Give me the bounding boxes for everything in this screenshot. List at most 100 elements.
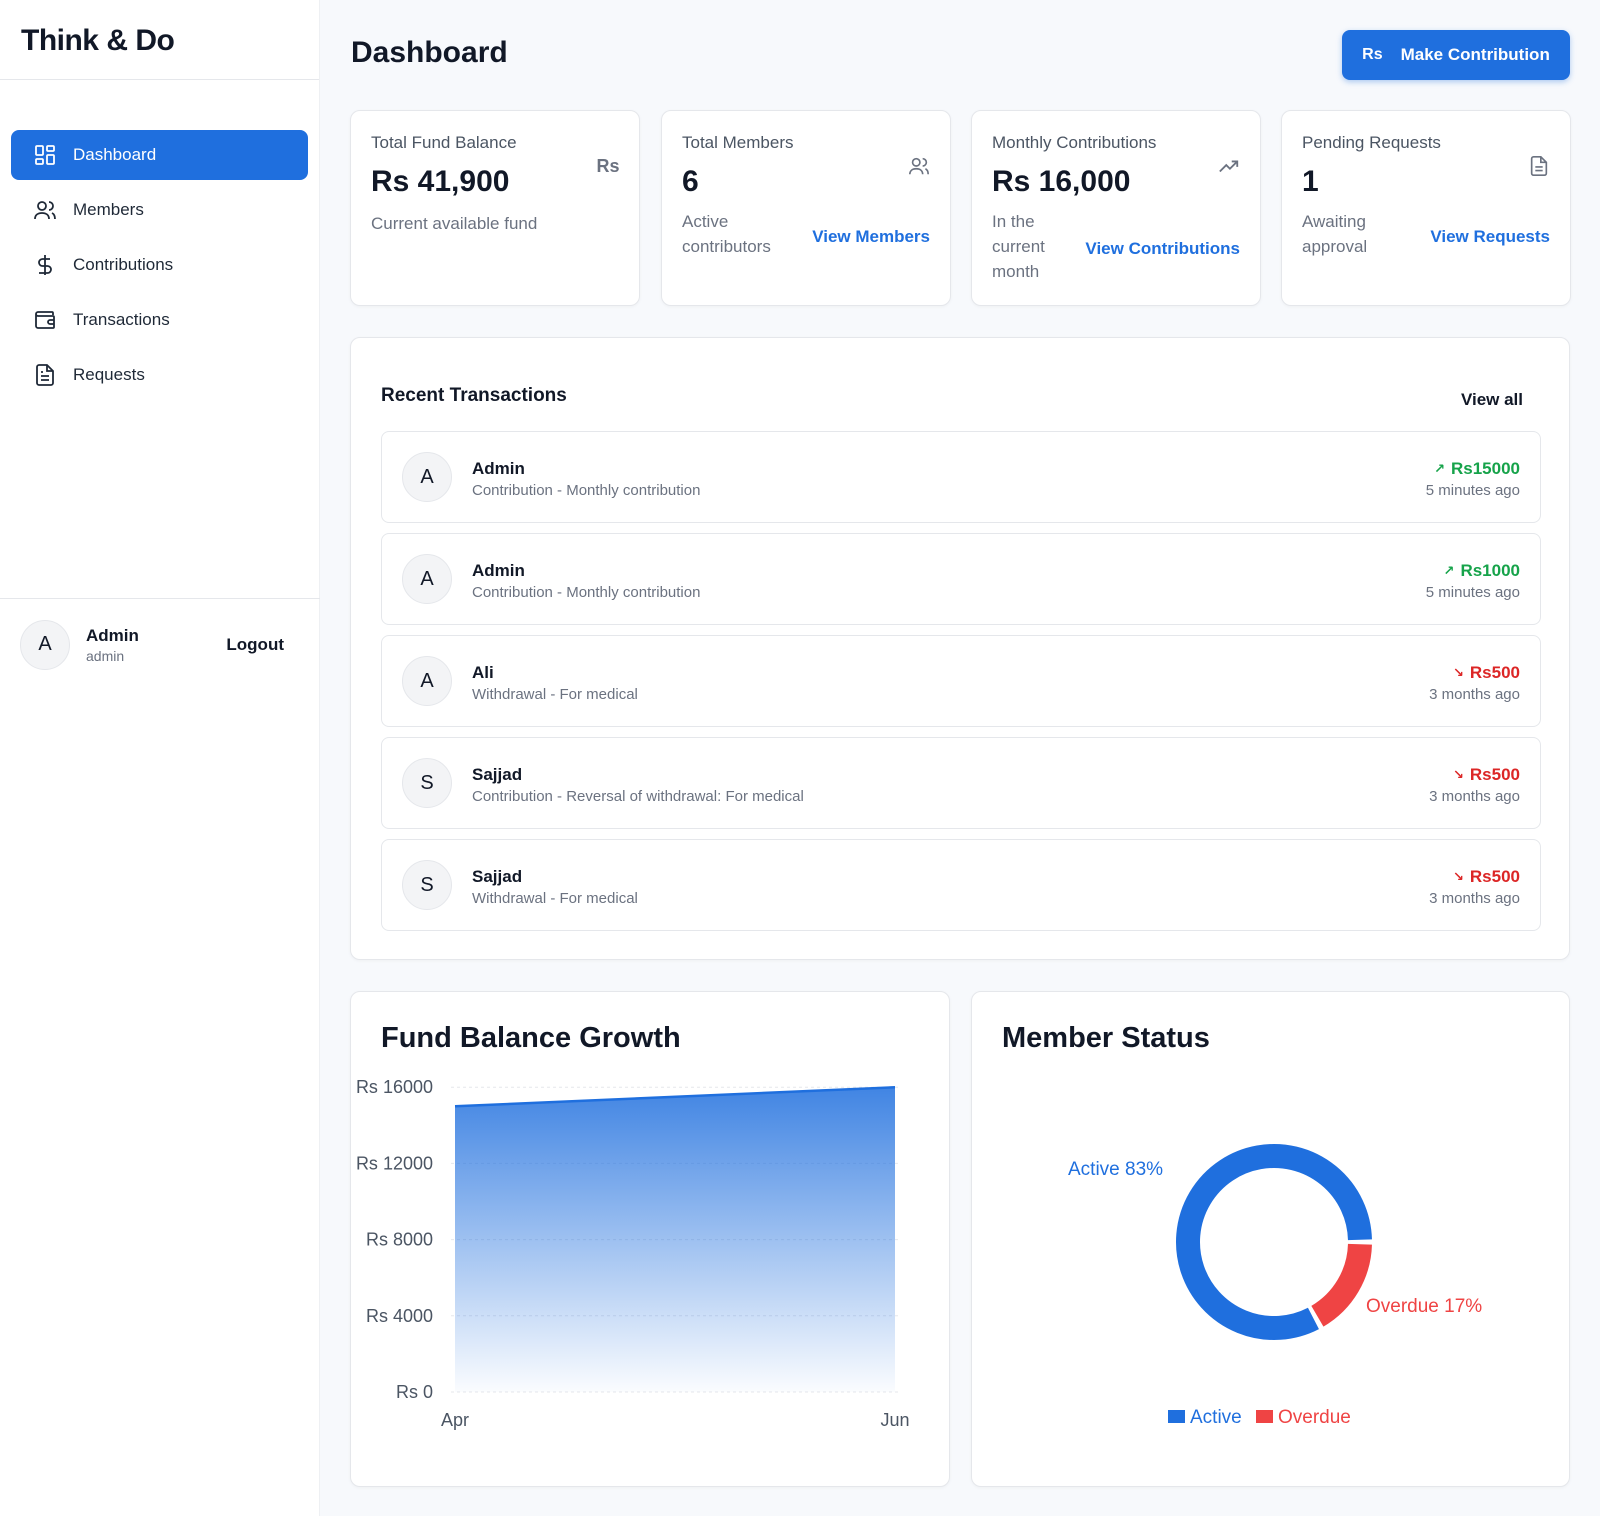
stat-desc-line: contributors: [682, 237, 771, 256]
x-tick-label: Apr: [441, 1410, 469, 1430]
stat-value: 6: [682, 165, 699, 198]
sidebar-item-contributions[interactable]: Contributions: [11, 240, 308, 290]
fund-balance-chart-card: Fund Balance Growth Rs 0 Rs 4000 Rs 8000 Rs…: [350, 991, 950, 1487]
user-panel: A Admin admin Logout: [0, 598, 320, 690]
wallet-icon: [35, 311, 55, 329]
transaction-row[interactable]: S Sajjad Withdrawal - For medical ↘ Rs500…: [381, 839, 1541, 931]
stat-label: Pending Requests: [1302, 133, 1441, 152]
stat-desc-line: Active: [682, 212, 729, 231]
transaction-desc: Withdrawal - For medical: [472, 686, 638, 703]
legend-swatch: [1168, 1410, 1185, 1423]
make-contribution-label: Make Contribution: [1400, 45, 1550, 64]
avatar[interactable]: A: [20, 619, 70, 670]
stat-desc-line: current: [992, 237, 1045, 256]
rupee-icon: Rs: [596, 155, 620, 176]
make-contribution-button[interactable]: Rs Make Contribution: [1342, 30, 1570, 80]
transaction-desc: Contribution - Monthly contribution: [472, 584, 701, 601]
page-title: Dashboard: [351, 36, 508, 69]
label-active: Active 83%: [1068, 1159, 1163, 1180]
sidebar-nav: Dashboard Members Contributions Transact…: [0, 80, 319, 400]
stat-desc-line: approval: [1302, 237, 1368, 256]
area-chart: Rs 0 Rs 4000 Rs 8000 Rs 12000 Rs 16000 Apr Jun: [356, 1077, 910, 1430]
amount-value: Rs1000: [1460, 561, 1520, 580]
transaction-name: Admin: [472, 459, 525, 478]
amount-value: Rs500: [1469, 867, 1520, 886]
sidebar-item-label: Transactions: [73, 310, 170, 329]
view-requests-link[interactable]: View Requests: [1430, 227, 1550, 246]
transaction-amount: ↗ Rs1000: [1444, 561, 1520, 581]
users-icon: [34, 201, 56, 220]
stat-card-monthly-contributions: Monthly Contributions Rs 16,000 In the c…: [971, 110, 1261, 306]
stat-value: Rs 16,000: [992, 165, 1131, 198]
transaction-desc: Withdrawal - For medical: [472, 890, 638, 907]
transaction-amount: ↘ Rs500: [1453, 867, 1520, 887]
user-name: Admin: [86, 625, 139, 645]
transaction-name: Admin: [472, 561, 525, 580]
document-icon: [1530, 156, 1548, 176]
sidebar-item-label: Members: [73, 200, 144, 219]
y-tick-label: Rs 0: [396, 1382, 433, 1402]
slice-overdue: [1310, 1243, 1372, 1327]
avatar: A: [402, 554, 452, 604]
y-tick-label: Rs 4000: [366, 1306, 433, 1326]
legend-swatch: [1256, 1410, 1273, 1423]
transaction-row[interactable]: S Sajjad Contribution - Reversal of with…: [381, 737, 1541, 829]
chart-title: Member Status: [1002, 1022, 1210, 1054]
view-contributions-link[interactable]: View Contributions: [1085, 239, 1240, 258]
arrow-down-right-icon: ↘: [1452, 869, 1464, 884]
sidebar-item-requests[interactable]: Requests: [11, 350, 308, 400]
legend-label: Overdue: [1278, 1407, 1351, 1428]
sidebar-item-dashboard[interactable]: Dashboard: [11, 130, 308, 180]
donut-chart: Active 83% Overdue 17% Active Overdue: [1068, 1144, 1482, 1428]
stat-card-fund-balance: Total Fund Balance Rs 41,900 Current ava…: [350, 110, 640, 306]
transactions-title: Recent Transactions: [381, 385, 567, 406]
stat-desc: In the current month: [992, 209, 1240, 284]
brand-logo: Think & Do: [0, 0, 319, 80]
logout-button[interactable]: Logout: [226, 634, 284, 654]
transaction-row[interactable]: A Admin Contribution - Monthly contribut…: [381, 431, 1541, 523]
user-info: Admin admin: [86, 626, 139, 664]
stat-desc-line: In the: [992, 212, 1035, 231]
transaction-time: 5 minutes ago: [1425, 584, 1520, 601]
rupee-icon: Rs: [1362, 46, 1383, 63]
file-icon: [36, 364, 54, 386]
transaction-amount: ↗ Rs15000: [1434, 459, 1520, 479]
transaction-desc: Contribution - Reversal of withdrawal: F…: [472, 788, 804, 805]
chart-title: Fund Balance Growth: [381, 1022, 681, 1054]
transaction-row[interactable]: A Ali Withdrawal - For medical ↘ Rs500 3 …: [381, 635, 1541, 727]
member-status-chart-card: Member Status Active 83% Overdue 17% Activ…: [971, 991, 1570, 1487]
transaction-row[interactable]: A Admin Contribution - Monthly contribut…: [381, 533, 1541, 625]
legend-label: Active: [1190, 1407, 1242, 1428]
user-role: admin: [86, 647, 125, 664]
label-overdue: Overdue 17%: [1366, 1296, 1482, 1317]
stat-label: Total Fund Balance: [371, 133, 517, 152]
stat-desc: Current available fund: [371, 214, 538, 233]
sidebar-item-label: Dashboard: [73, 145, 157, 164]
amount-value: Rs15000: [1450, 459, 1520, 478]
transaction-name: Sajjad: [472, 867, 523, 886]
sidebar: Think & Do Dashboard Members Contributio…: [0, 0, 320, 1516]
view-all-link[interactable]: View all: [1460, 390, 1523, 409]
stat-desc: Awaiting approval: [1302, 209, 1550, 259]
amount-value: Rs500: [1469, 765, 1520, 784]
stat-desc-line: Awaiting: [1302, 212, 1366, 231]
users-icon: [909, 157, 929, 175]
recent-transactions-card: Recent Transactions View all A Admin Con…: [350, 337, 1570, 960]
stat-value: Rs 41,900: [371, 165, 510, 198]
dashboard-icon: [35, 145, 55, 165]
arrow-down-right-icon: ↘: [1452, 665, 1464, 680]
transaction-amount: ↘ Rs500: [1453, 765, 1520, 785]
stat-value: 1: [1302, 165, 1319, 198]
y-tick-label: Rs 12000: [356, 1153, 433, 1173]
x-tick-label: Jun: [880, 1410, 909, 1430]
transaction-name: Ali: [472, 663, 494, 682]
arrow-up-right-icon: ↗: [1434, 461, 1445, 476]
sidebar-item-transactions[interactable]: Transactions: [11, 295, 308, 345]
avatar: A: [402, 656, 452, 706]
stat-label: Monthly Contributions: [992, 133, 1157, 152]
sidebar-item-label: Contributions: [73, 255, 174, 274]
view-members-link[interactable]: View Members: [812, 227, 930, 246]
stat-desc: Active contributors: [682, 209, 930, 259]
sidebar-item-members[interactable]: Members: [11, 185, 308, 235]
sidebar-item-label: Requests: [73, 365, 145, 384]
